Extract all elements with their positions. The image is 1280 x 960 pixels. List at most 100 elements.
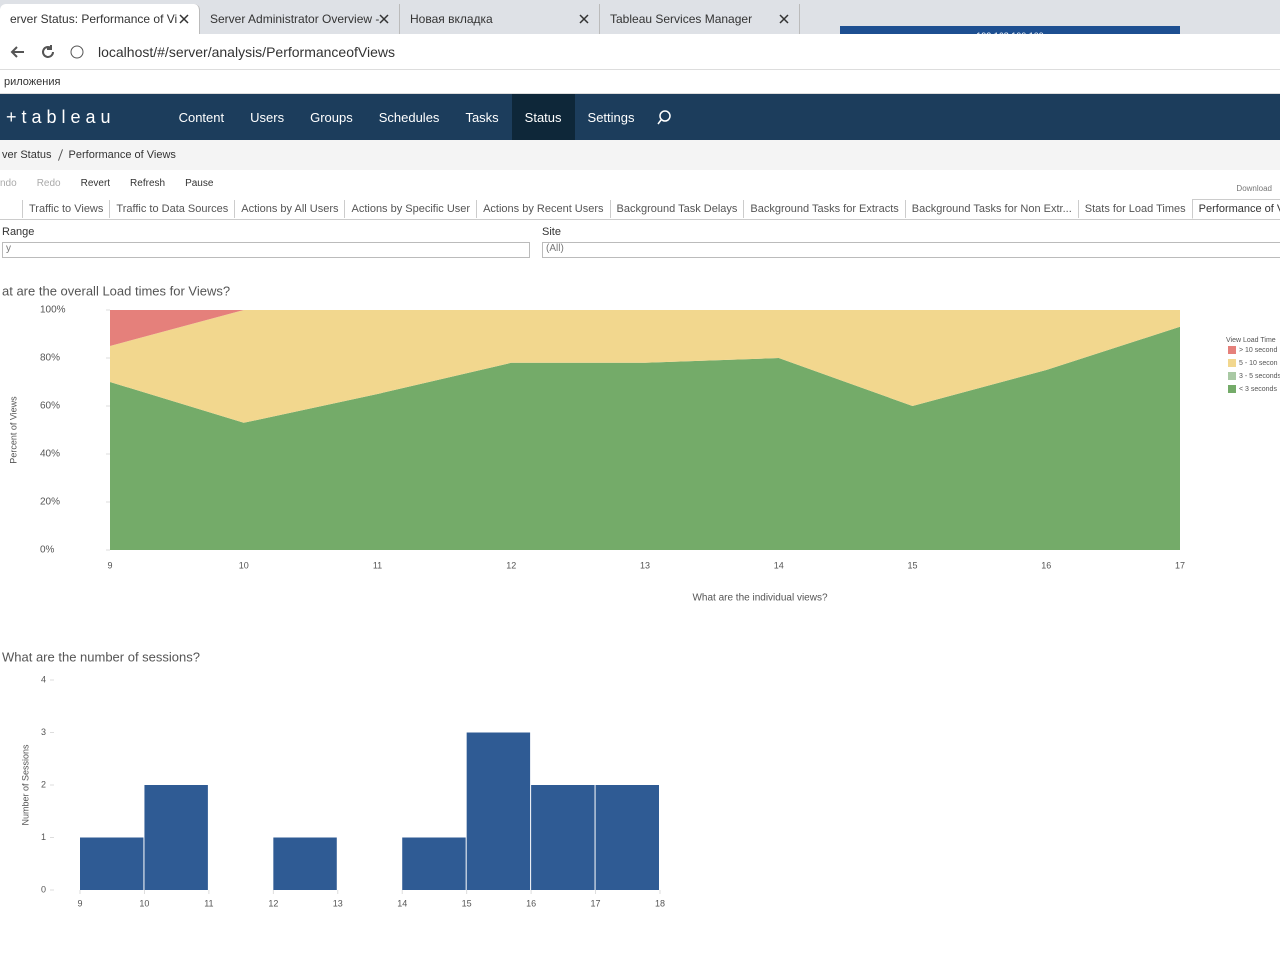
y-tick-label: 2 bbox=[41, 779, 46, 789]
x-tick-label: 10 bbox=[139, 898, 149, 908]
download[interactable]: Download bbox=[1236, 184, 1272, 193]
legend-title: View Load Time bbox=[1226, 337, 1276, 344]
search-glyph bbox=[658, 110, 671, 122]
x-tick-label: 16 bbox=[526, 898, 536, 908]
nav-item[interactable]: Tasks bbox=[465, 109, 499, 125]
filter: Range y bbox=[2, 226, 530, 258]
address-bar: localhost/#/server/analysis/Performanceo… bbox=[0, 34, 1280, 70]
bookmark[interactable]: риложения bbox=[4, 75, 61, 88]
legend-label: 3 - 5 seconds bbox=[1239, 373, 1280, 380]
browser-tab[interactable]: Server Administrator Overview - bbox=[200, 4, 400, 34]
x-tick-label: 9 bbox=[77, 898, 82, 908]
logo[interactable]: +tableau bbox=[6, 106, 116, 127]
y-axis-label: Number of Sessions bbox=[20, 744, 30, 826]
nav-item[interactable]: Status bbox=[511, 94, 575, 140]
tableau-nav: +tableau Content Users Groups Schedules Task… bbox=[0, 94, 1280, 140]
crumb-separator bbox=[57, 149, 63, 161]
area-series bbox=[110, 326, 1180, 550]
bar bbox=[144, 785, 208, 890]
filter-value[interactable]: (All) bbox=[542, 242, 1280, 258]
toolbar-button[interactable]: Pause bbox=[185, 177, 214, 189]
close-glyph bbox=[779, 14, 789, 24]
y-tick-label: 60% bbox=[40, 401, 60, 412]
legend-swatch bbox=[1228, 372, 1236, 380]
tab-title: Tableau Services Manager bbox=[610, 12, 753, 26]
x-tick-label: 17 bbox=[1175, 560, 1185, 570]
bar bbox=[80, 837, 144, 890]
nav-item[interactable]: Schedules bbox=[378, 109, 440, 125]
charts: at are the overall Load times for Views?… bbox=[2, 283, 1280, 908]
browser-tab[interactable]: Tableau Services Manager bbox=[600, 4, 800, 34]
view-tab[interactable]: Traffic to Views bbox=[22, 199, 109, 218]
crumb[interactable]: Performance of Views bbox=[68, 149, 176, 161]
area-series bbox=[110, 310, 1180, 346]
bar bbox=[402, 837, 466, 890]
x-tick-label: 14 bbox=[774, 560, 784, 570]
view-tab[interactable]: Background Tasks for Extracts bbox=[743, 199, 904, 218]
x-tick-label: 11 bbox=[204, 898, 213, 908]
filter-label: Site bbox=[542, 226, 561, 238]
filter-label: Range bbox=[2, 226, 35, 238]
nav-item[interactable]: Content bbox=[178, 109, 225, 125]
x-tick-label: 17 bbox=[591, 898, 601, 908]
back-icon[interactable] bbox=[10, 44, 26, 60]
annotation: What are the individual views? bbox=[692, 593, 828, 604]
view-tab[interactable]: Stats for Load Times bbox=[1077, 199, 1192, 218]
toolbar-button[interactable]: Redo bbox=[36, 177, 61, 189]
close-glyph bbox=[379, 14, 389, 24]
x-tick-label: 12 bbox=[268, 898, 278, 908]
tab-close[interactable] bbox=[179, 14, 189, 24]
bar bbox=[531, 785, 595, 890]
info-icon bbox=[70, 45, 84, 58]
view-tab[interactable]: Actions by Specific User bbox=[344, 199, 476, 218]
x-tick-label: 13 bbox=[640, 560, 650, 570]
y-tick-label: 0% bbox=[40, 545, 55, 556]
nav-item[interactable]: Groups bbox=[310, 109, 353, 125]
toolbar-button[interactable]: Refresh bbox=[130, 177, 166, 189]
y-tick-label: 4 bbox=[41, 674, 46, 684]
view-tab[interactable]: Performance of Views bbox=[1191, 198, 1280, 219]
view-tab[interactable]: Actions by Recent Users bbox=[476, 199, 609, 218]
tab-close[interactable] bbox=[579, 14, 589, 24]
toolbar-button[interactable]: Revert bbox=[80, 177, 111, 189]
bookmarks-bar: риложения bbox=[0, 70, 1280, 94]
browser-tab[interactable]: Новая вкладка bbox=[400, 4, 600, 34]
toolbar-button[interactable]: ndo bbox=[0, 177, 17, 189]
nav-item[interactable]: Settings bbox=[587, 109, 635, 125]
legend-swatch bbox=[1228, 359, 1236, 367]
bar bbox=[595, 785, 659, 890]
tab-strip: erver Status: Performance of Vi Server Ad… bbox=[0, 0, 1280, 34]
x-tick-label: 15 bbox=[907, 560, 917, 570]
tab-title: erver Status: Performance of Vi bbox=[10, 12, 178, 26]
tab-close[interactable] bbox=[379, 14, 389, 24]
y-tick-label: 100% bbox=[40, 305, 66, 316]
x-tick-label: 11 bbox=[373, 560, 382, 570]
filter-value[interactable]: y bbox=[2, 242, 530, 258]
close-glyph bbox=[579, 14, 589, 24]
tab-close[interactable] bbox=[779, 14, 789, 24]
url[interactable]: localhost/#/server/analysis/Performanceo… bbox=[98, 43, 395, 60]
area-series bbox=[110, 310, 1180, 423]
view-tab[interactable]: Background Tasks for Non Extr... bbox=[904, 199, 1078, 218]
view-tab[interactable]: Actions by All Users bbox=[234, 199, 344, 218]
y-tick-label: 20% bbox=[40, 497, 60, 508]
browser-tab[interactable]: erver Status: Performance of Vi bbox=[0, 4, 200, 34]
bar bbox=[466, 732, 531, 890]
x-tick-label: 13 bbox=[333, 898, 343, 908]
x-tick-label: 12 bbox=[506, 560, 516, 570]
reload-icon[interactable] bbox=[40, 44, 56, 60]
view-tabs: Traffic to Views Traffic to Data Sources A… bbox=[0, 198, 1280, 220]
search-icon[interactable] bbox=[648, 109, 678, 125]
x-tick-label: 14 bbox=[397, 898, 407, 908]
view-tab[interactable]: Traffic to Data Sources bbox=[109, 199, 234, 218]
y-tick-label: 3 bbox=[41, 727, 46, 737]
legend-swatch bbox=[1228, 346, 1236, 354]
nav-item[interactable]: Users bbox=[250, 109, 285, 125]
crumb[interactable]: ver Status bbox=[2, 149, 52, 161]
y-tick-label: 80% bbox=[40, 353, 60, 364]
legend-swatch bbox=[1228, 385, 1236, 393]
chart-title: What are the number of sessions? bbox=[2, 649, 200, 664]
x-tick-label: 9 bbox=[107, 560, 112, 570]
view-tab[interactable]: Background Task Delays bbox=[609, 199, 744, 218]
